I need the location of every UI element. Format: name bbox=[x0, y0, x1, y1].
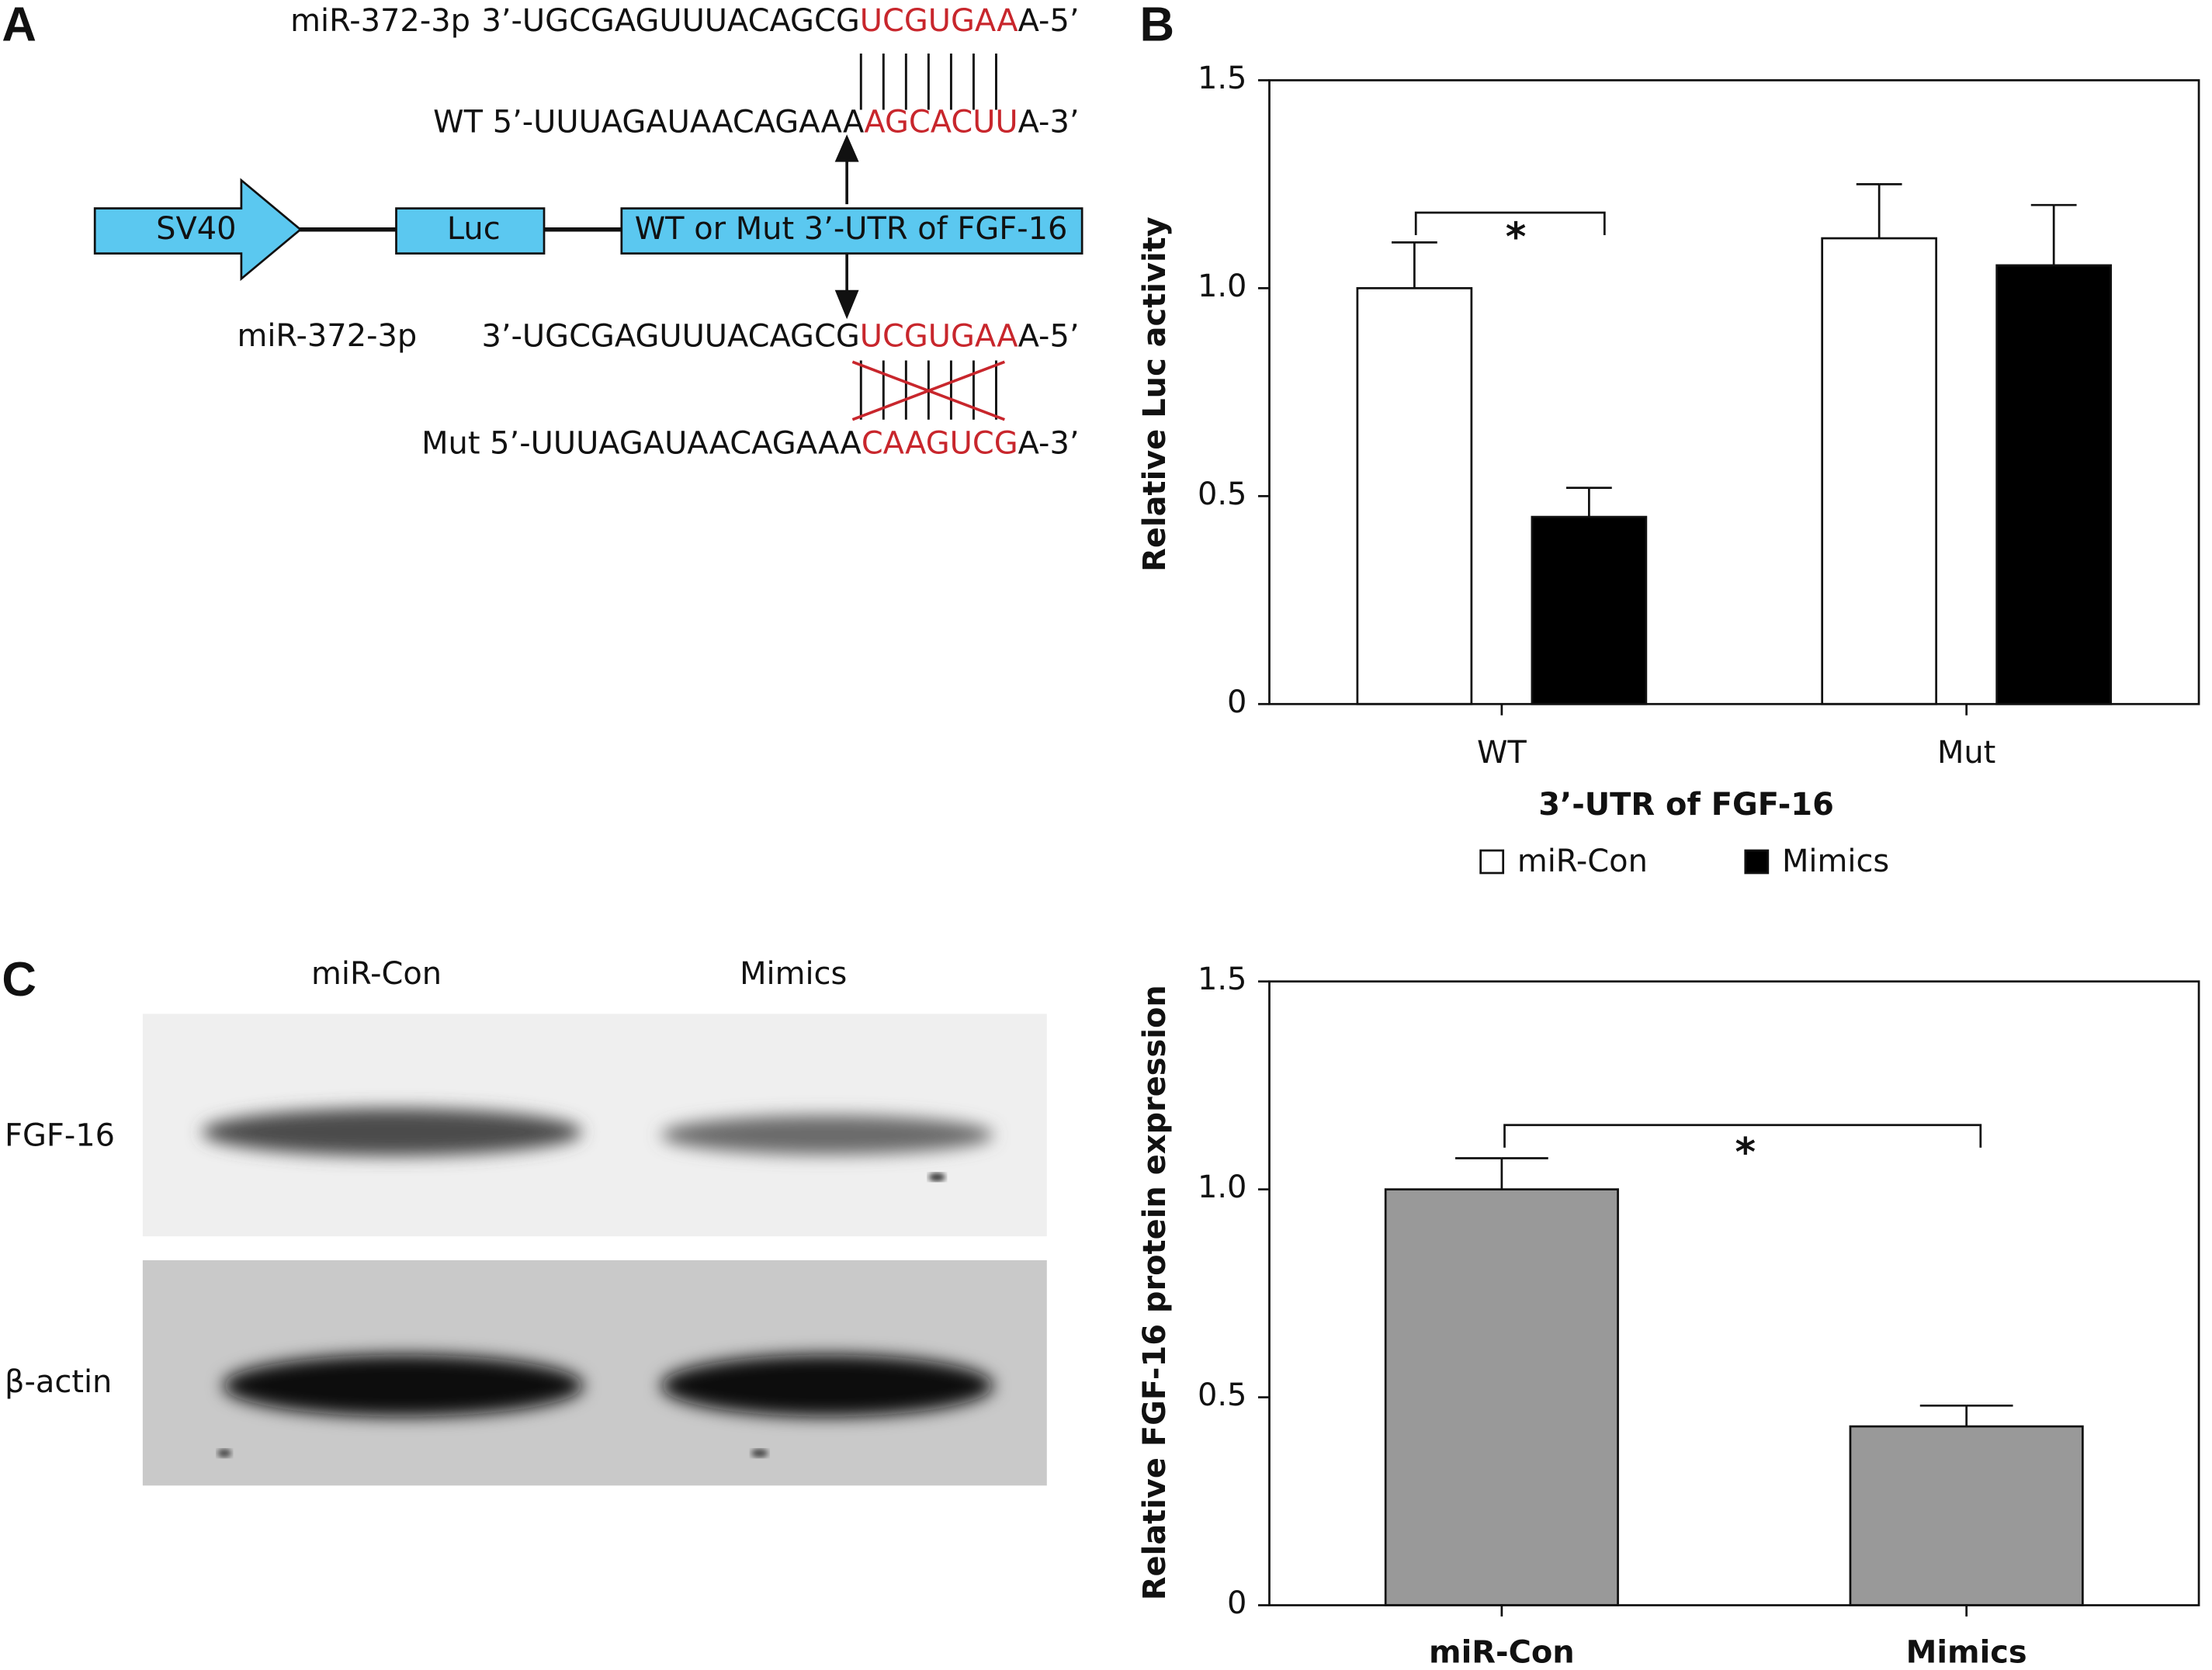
row-label: β-actin bbox=[5, 1364, 112, 1400]
plot-frame bbox=[1268, 79, 2200, 705]
pairing-lines bbox=[859, 360, 997, 420]
band bbox=[660, 1115, 993, 1155]
panel-label: B bbox=[1140, 0, 1175, 52]
y-tick-label: 1.5 bbox=[1198, 961, 1246, 997]
x-axis-title: 3’-UTR of FGF-16 bbox=[1538, 787, 1834, 823]
lane-label: miR-Con bbox=[311, 956, 442, 992]
y-axis-title: Relative FGF-16 protein expression bbox=[1137, 985, 1173, 1600]
panel-label: A bbox=[2, 0, 36, 52]
y-axis-title: Relative Luc activity bbox=[1137, 217, 1173, 572]
panel-label: C bbox=[2, 953, 36, 1007]
reporter-box bbox=[395, 207, 546, 255]
western-blot: miR-Con Mimics FGF-16 β-actin bbox=[5, 956, 1047, 1486]
speck bbox=[751, 1449, 768, 1458]
legend-swatch bbox=[1479, 849, 1505, 875]
bar bbox=[1356, 287, 1473, 705]
promoter-label: SV40 bbox=[156, 211, 236, 247]
legend-label: miR-Con bbox=[1517, 844, 1648, 879]
pairing-lines bbox=[859, 53, 997, 110]
bar bbox=[1995, 264, 2113, 705]
mirna-sequence: 3’-UGCGAGUUUACAGCGUCGUGAAA-5’ bbox=[481, 318, 1079, 354]
bar bbox=[1849, 1425, 2084, 1606]
y-tick-label: 1.5 bbox=[1198, 61, 1246, 96]
speck bbox=[217, 1449, 232, 1458]
reporter-label: Luc bbox=[447, 211, 501, 247]
significance-bracket bbox=[1503, 1124, 1982, 1148]
plot-frame bbox=[1268, 980, 2200, 1606]
binding-site: AGCACUU bbox=[864, 104, 1018, 140]
y-tick-label: 1.0 bbox=[1198, 269, 1246, 304]
legend-swatch bbox=[1744, 849, 1770, 875]
y-tick-label: 1.0 bbox=[1198, 1169, 1246, 1205]
sequence: 3’-UGCGAGUUUACAGCG bbox=[481, 3, 859, 39]
sequence: Mut 5’-UUUAGAUAACAGAAA bbox=[421, 425, 862, 461]
utr-box bbox=[620, 207, 1083, 255]
x-tick-label: Mut bbox=[1937, 735, 1995, 771]
band bbox=[660, 1354, 993, 1417]
speck bbox=[928, 1173, 946, 1182]
promoter-arrow bbox=[93, 178, 303, 282]
utr-label: WT or Mut 3’-UTR of FGF-16 bbox=[635, 211, 1068, 247]
significance-label: * bbox=[1735, 1129, 1756, 1175]
lane-label: Mimics bbox=[740, 956, 847, 992]
y-tick-label: 0.5 bbox=[1198, 1377, 1246, 1413]
x-tick-label: miR-Con bbox=[1429, 1635, 1575, 1670]
mirna-label: miR-372-3p bbox=[237, 318, 417, 354]
seed-site: UCGUGAA bbox=[860, 318, 1018, 354]
significance-label: * bbox=[1506, 213, 1527, 259]
mirna-sequence: miR-372-3p 3’-UGCGAGUUUACAGCGUCGUGAAA-5’ bbox=[290, 3, 1079, 39]
bar bbox=[1821, 237, 1938, 705]
row-label: FGF-16 bbox=[5, 1118, 115, 1154]
band bbox=[202, 1108, 583, 1156]
utr-sequence: WT 5’-UUUAGAUAACAGAAAAGCACUUA-3’ bbox=[433, 104, 1079, 140]
mutated-site: CAAGUCG bbox=[862, 425, 1018, 461]
seed-site: UCGUGAA bbox=[860, 3, 1018, 39]
sequence: A-5’ bbox=[1018, 3, 1080, 39]
arrows bbox=[834, 134, 859, 320]
y-tick-label: 0.5 bbox=[1198, 476, 1246, 512]
bar bbox=[1531, 515, 1648, 705]
mirna-label: miR-372-3p bbox=[290, 3, 470, 39]
sequence: WT 5’-UUUAGAUAACAGAAA bbox=[433, 104, 864, 140]
charts: 0 0.5 1.0 1.5 WT Mut Relative Luc activity 3’-U… bbox=[1137, 61, 2200, 1670]
sequence: A-5’ bbox=[1018, 318, 1080, 354]
y-tick-label: 0 bbox=[1227, 684, 1246, 720]
x-tick-label: WT bbox=[1477, 735, 1527, 771]
x-tick-label: Mimics bbox=[1906, 1635, 2027, 1670]
y-tick-label: 0 bbox=[1227, 1585, 1246, 1621]
sequence: 3’-UGCGAGUUUACAGCG bbox=[481, 318, 859, 354]
sequence: A-3’ bbox=[1018, 104, 1080, 140]
legend-label: Mimics bbox=[1782, 844, 1889, 879]
utr-sequence: Mut 5’-UUUAGAUAACAGAAACAAGUCGA-3’ bbox=[421, 425, 1079, 461]
construct-diagram: miR-372-3p 3’-UGCGAGUUUACAGCGUCGUGAAA-5’ … bbox=[93, 3, 1083, 461]
band bbox=[223, 1354, 584, 1417]
bar bbox=[1384, 1188, 1619, 1606]
significance-bracket bbox=[1414, 211, 1606, 236]
mismatch-cross bbox=[851, 360, 1005, 421]
sequence: A-3’ bbox=[1018, 425, 1080, 461]
